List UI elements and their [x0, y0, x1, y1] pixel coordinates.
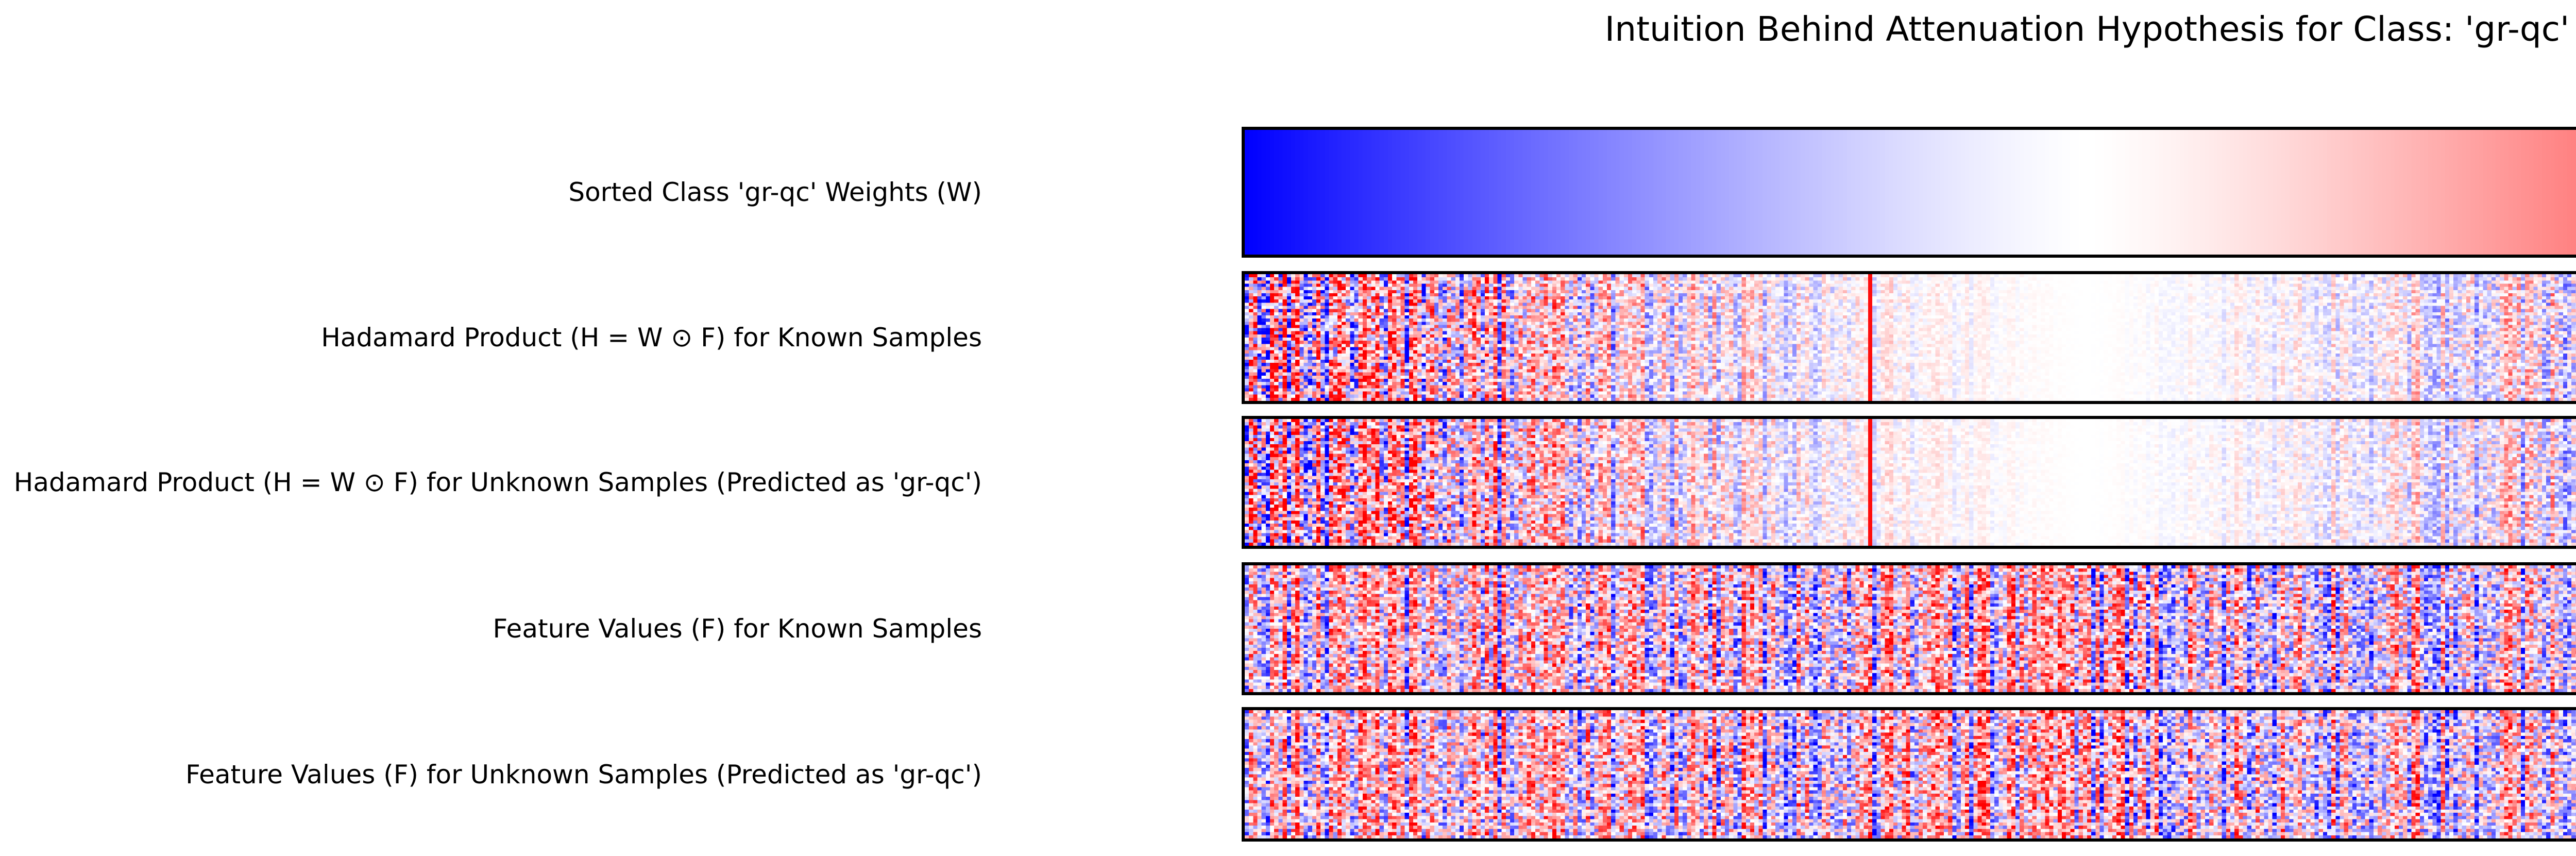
row-label: Feature Values (F) for Unknown Samples (…: [185, 759, 982, 790]
heatmap-hadamard: [1242, 416, 2576, 549]
heatmap-features: [1242, 707, 2576, 842]
row-label: Sorted Class 'gr-qc' Weights (W): [568, 177, 982, 207]
figure-title: Intuition Behind Attenuation Hypothesis …: [1604, 9, 2570, 49]
heatmap-hadamard: [1242, 271, 2576, 404]
heatmap-features: [1242, 562, 2576, 695]
heatmap-weights: [1242, 127, 2576, 258]
row-label: Hadamard Product (H = W ⊙ F) for Unknown…: [13, 467, 982, 497]
row-label: Feature Values (F) for Known Samples: [493, 614, 982, 644]
row-label: Hadamard Product (H = W ⊙ F) for Known S…: [321, 323, 982, 353]
